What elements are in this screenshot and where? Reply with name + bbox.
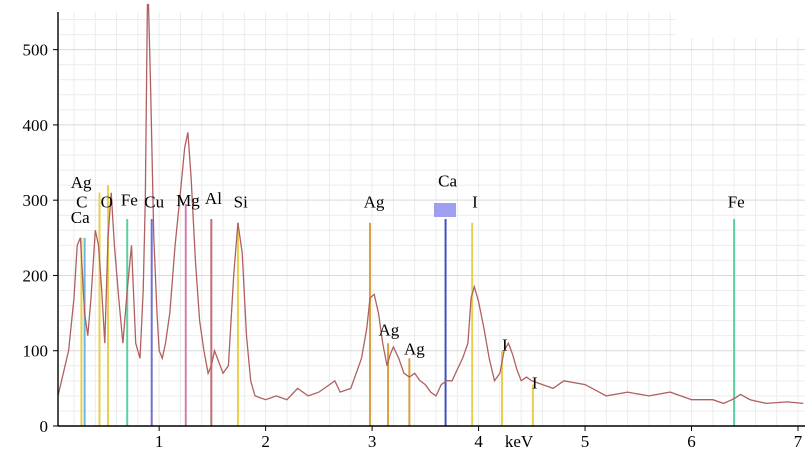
- peak-label: Ag: [404, 339, 425, 358]
- y-tick-label: 400: [23, 116, 49, 135]
- peak-label: Ag: [71, 173, 92, 192]
- x-tick-label: 1: [155, 432, 164, 451]
- ca-highlight-box: [434, 203, 456, 217]
- peak-label: Fe: [121, 190, 138, 209]
- x-tick-label: 4: [474, 432, 483, 451]
- x-tick-label: 2: [261, 432, 270, 451]
- spectrum-line: [57, 3, 804, 405]
- peak-label: Fe: [728, 193, 745, 212]
- x-tick-label: 7: [794, 432, 803, 451]
- axes: [53, 12, 805, 431]
- peak-label: I: [532, 373, 538, 392]
- peak-label: Mg: [176, 191, 200, 210]
- y-tick-label: 100: [23, 342, 49, 361]
- y-tick-label: 500: [23, 41, 49, 60]
- peak-label: Si: [234, 193, 248, 212]
- peak-label: O: [101, 193, 113, 212]
- peak-label: I: [502, 336, 508, 355]
- peak-label: Al: [205, 189, 222, 208]
- y-tick-label: 0: [40, 417, 49, 436]
- x-tick-label: 6: [687, 432, 696, 451]
- peak-label: Ca: [438, 172, 457, 191]
- peak-label: Ag: [364, 193, 385, 212]
- peak-label: Ag: [378, 321, 399, 340]
- y-tick-label: 200: [23, 266, 49, 285]
- grid: [58, 12, 805, 426]
- peak-label: Ca: [71, 208, 90, 227]
- blank-region: [676, 12, 805, 38]
- x-axis-label: keV: [505, 432, 534, 451]
- x-tick-label: 5: [581, 432, 590, 451]
- y-tick-label: 300: [23, 191, 49, 210]
- peak-label: C: [76, 193, 87, 212]
- peak-label: Cu: [144, 193, 164, 212]
- peak-label: I: [472, 193, 478, 212]
- tick-labels: 0 100 200 300 400 500 1 2 3 4 5 6 7: [23, 41, 803, 451]
- x-tick-label: 3: [368, 432, 377, 451]
